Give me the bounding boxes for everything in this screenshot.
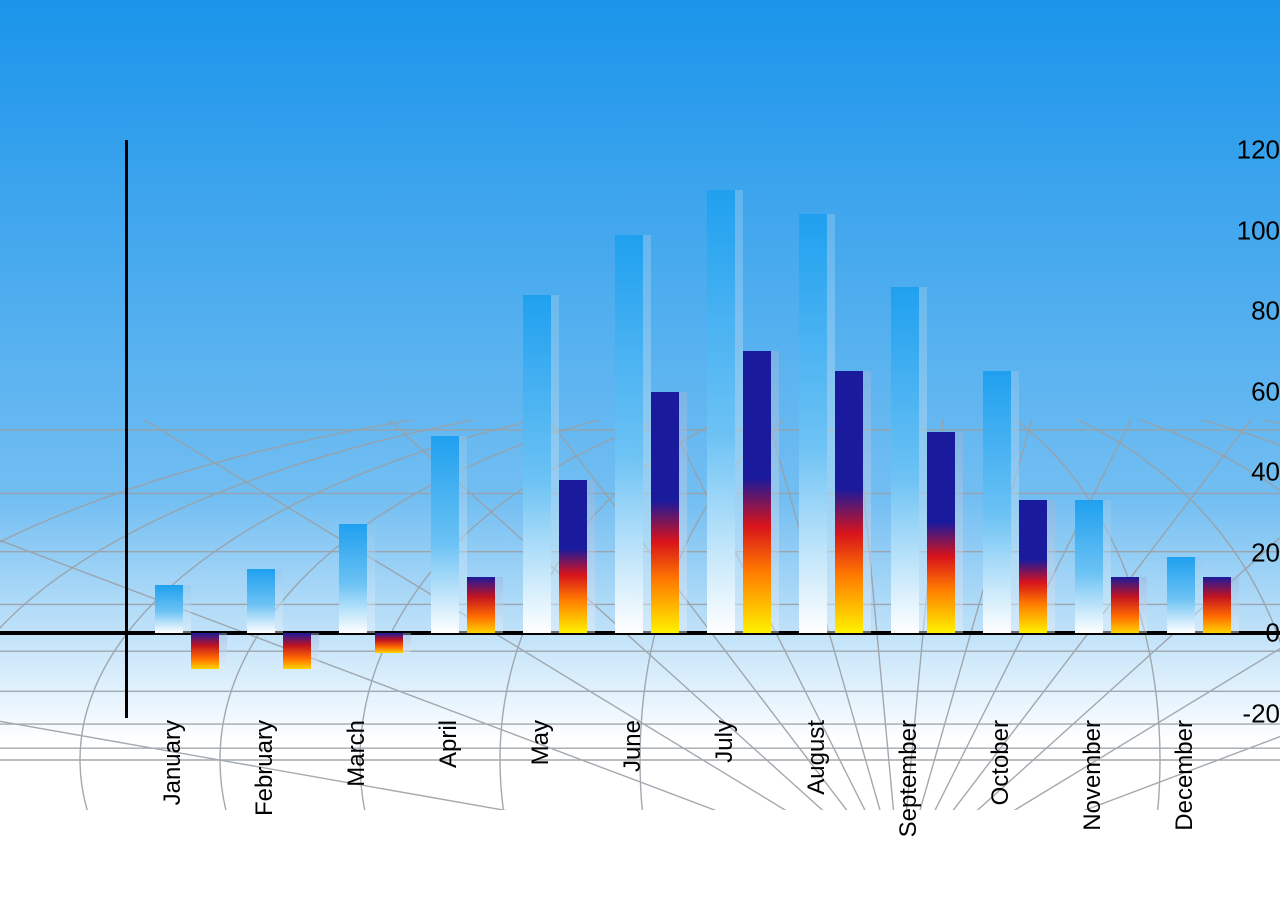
y-tick-label: 120 bbox=[1172, 135, 1280, 166]
x-category-label: June bbox=[619, 720, 647, 772]
x-category-label: July bbox=[711, 720, 739, 763]
x-category-label: November bbox=[1079, 720, 1107, 831]
bar-series-fire bbox=[743, 351, 771, 633]
monthly-bar-chart: -20020406080100120JanuaryFebruaryMarchAp… bbox=[0, 0, 1280, 905]
bar-series-blue bbox=[891, 287, 919, 633]
bar-series-blue bbox=[339, 524, 367, 633]
bar-series-blue bbox=[983, 371, 1011, 633]
bar-series-fire bbox=[559, 480, 587, 633]
bar-series-fire bbox=[375, 633, 403, 653]
bar-series-fire bbox=[1111, 577, 1139, 633]
bar-series-fire bbox=[191, 633, 219, 669]
bar-series-blue bbox=[707, 190, 735, 633]
x-category-label: December bbox=[1171, 720, 1199, 831]
chart-stage: -20020406080100120JanuaryFebruaryMarchAp… bbox=[0, 0, 1280, 905]
bar-series-blue bbox=[155, 585, 183, 633]
bar-series-fire bbox=[1019, 500, 1047, 633]
bar-series-blue bbox=[431, 436, 459, 633]
y-tick-label: 80 bbox=[1172, 296, 1280, 327]
bar-series-blue bbox=[247, 569, 275, 633]
x-category-label: August bbox=[803, 720, 831, 795]
y-tick-label: 100 bbox=[1172, 215, 1280, 246]
bar-series-blue bbox=[615, 235, 643, 633]
bar-series-blue bbox=[1075, 500, 1103, 633]
bar-series-fire bbox=[467, 577, 495, 633]
x-category-label: April bbox=[435, 720, 463, 768]
y-tick-label: 60 bbox=[1172, 376, 1280, 407]
x-category-label: March bbox=[343, 720, 371, 787]
y-tick-label: 40 bbox=[1172, 457, 1280, 488]
bar-series-fire bbox=[1203, 577, 1231, 633]
bar-series-blue bbox=[523, 295, 551, 633]
x-category-label: February bbox=[251, 720, 279, 816]
bar-series-fire bbox=[283, 633, 311, 669]
bar-series-fire bbox=[651, 392, 679, 634]
bar-series-fire bbox=[927, 432, 955, 633]
x-category-label: May bbox=[527, 720, 555, 765]
x-category-label: October bbox=[987, 720, 1015, 805]
bar-series-fire bbox=[835, 371, 863, 633]
x-category-label: September bbox=[895, 720, 923, 837]
bar-series-blue bbox=[1167, 557, 1195, 633]
bar-series-blue bbox=[799, 214, 827, 633]
x-category-label: January bbox=[159, 720, 187, 805]
